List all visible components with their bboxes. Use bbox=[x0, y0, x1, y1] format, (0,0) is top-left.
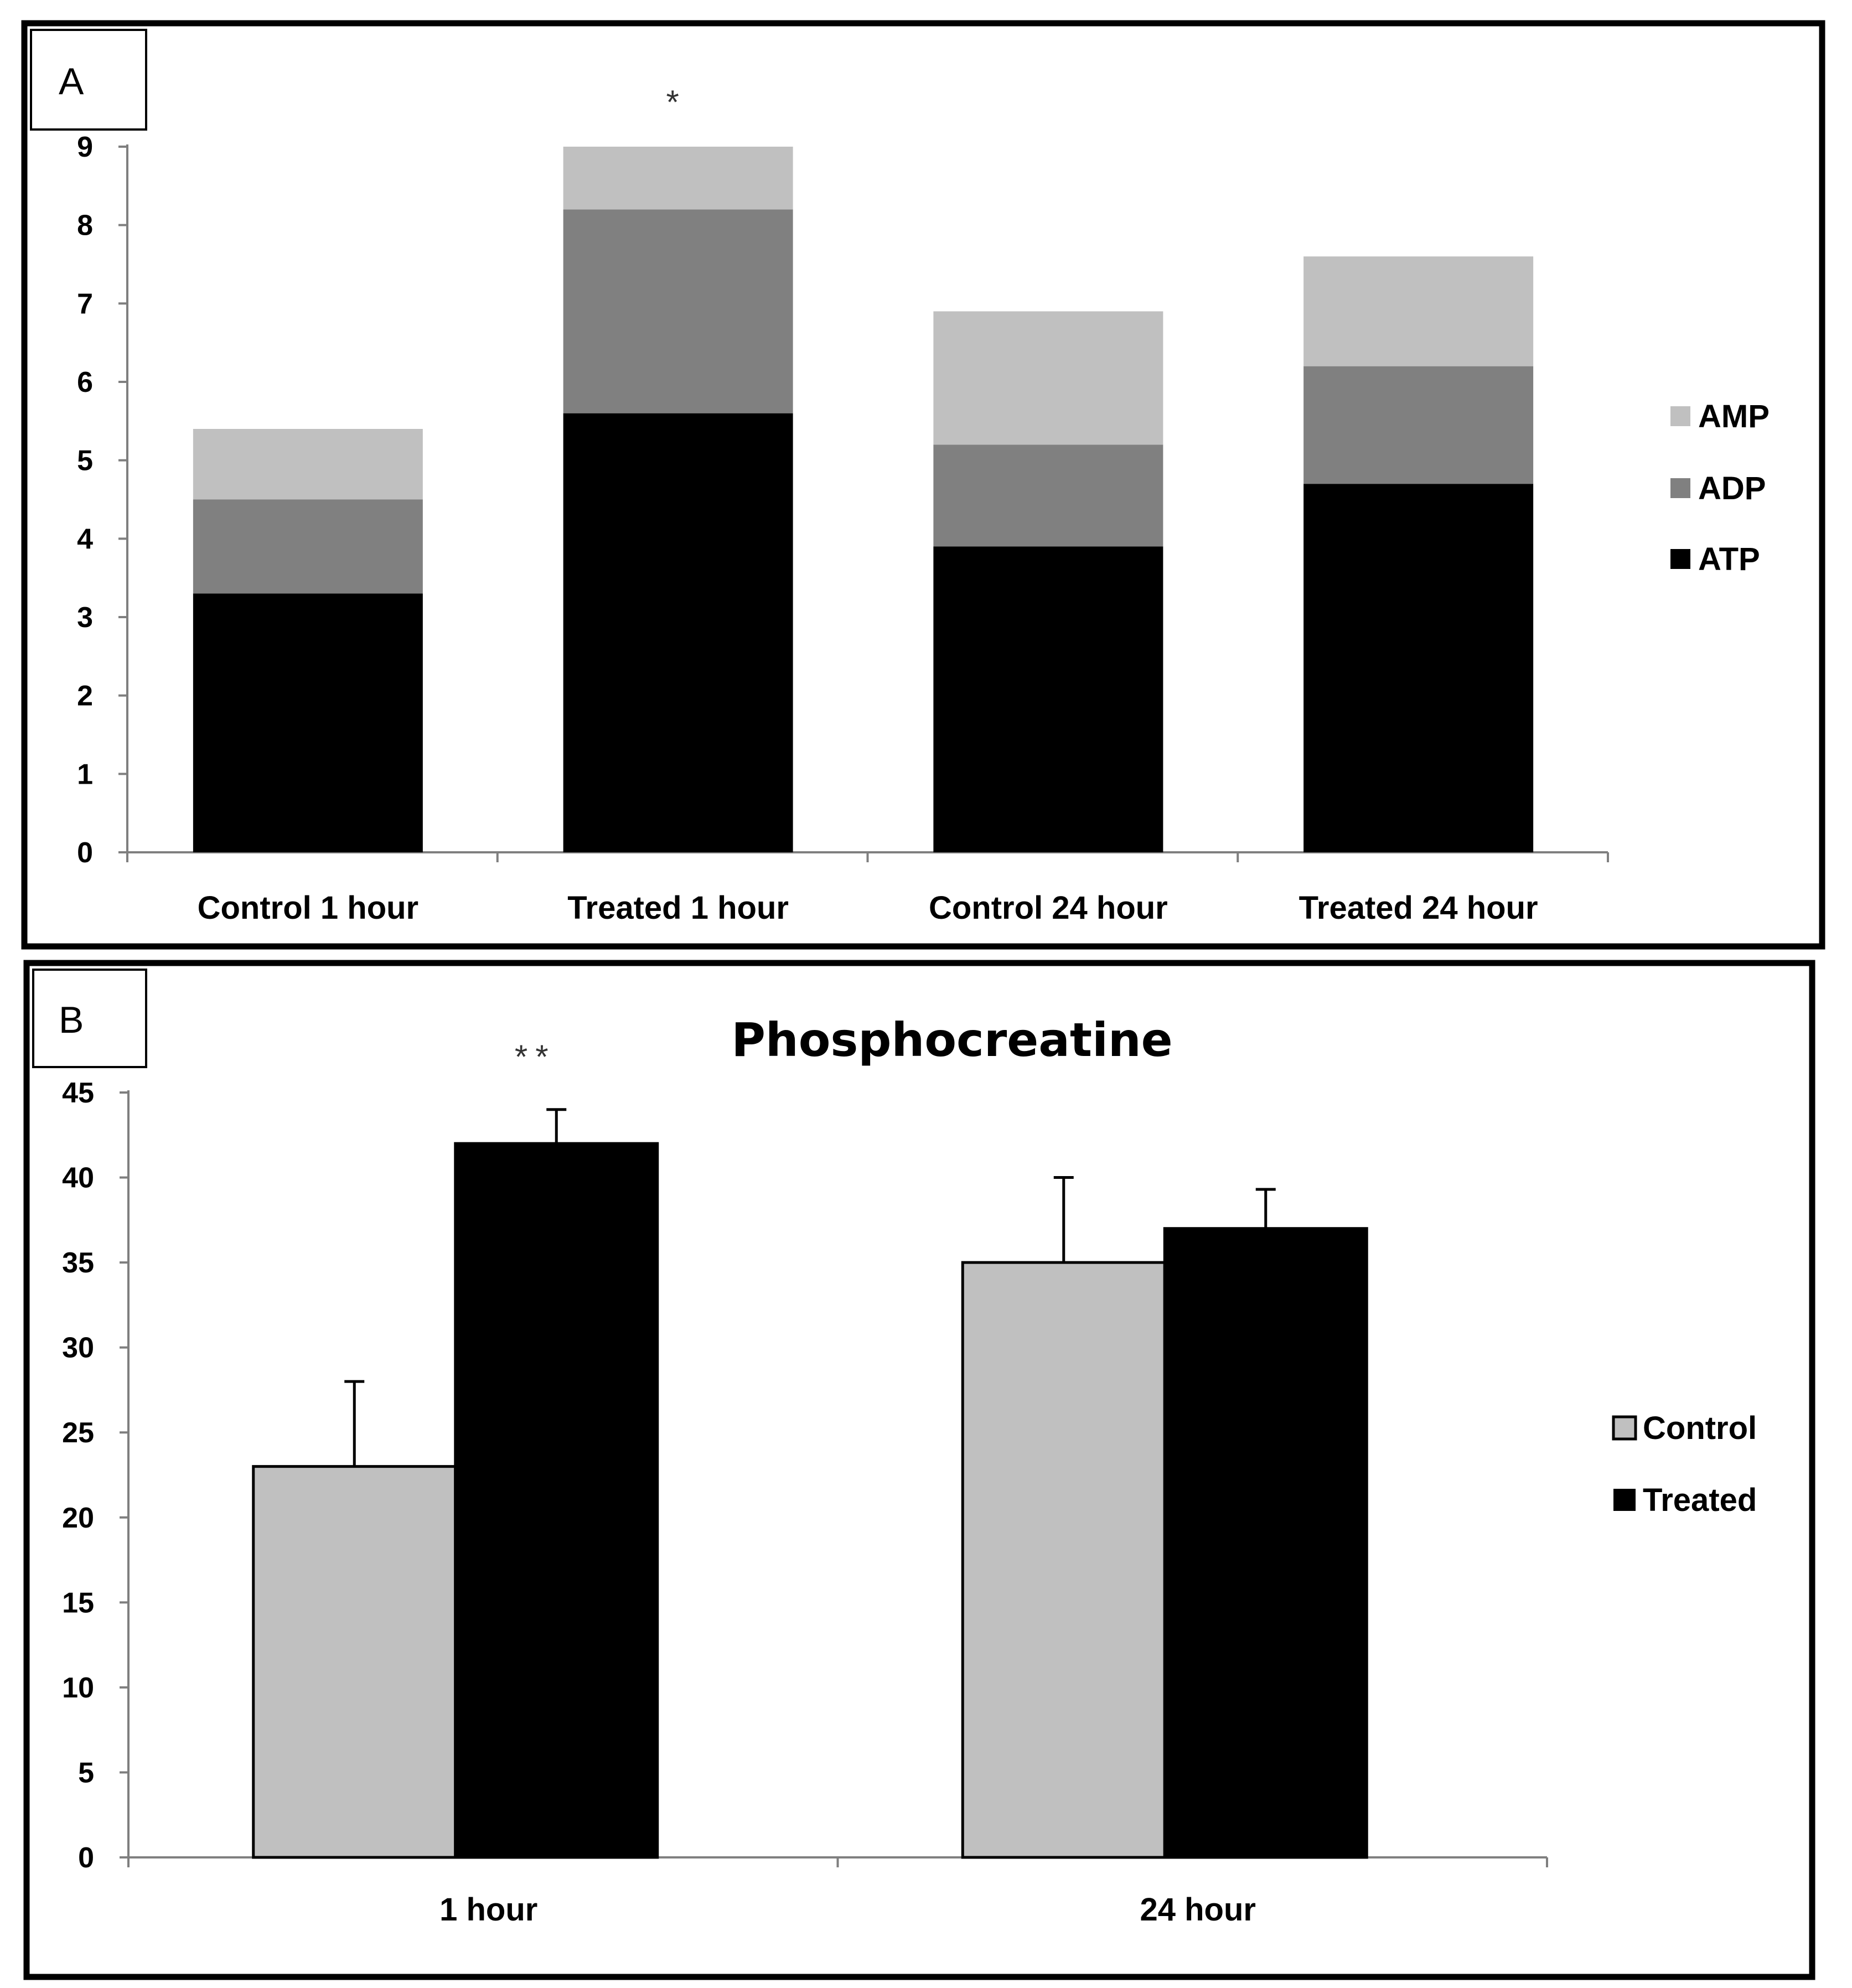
bar-adp-treated-1-hour bbox=[563, 209, 793, 413]
x-category-label: Control 1 hour bbox=[198, 890, 419, 926]
y-tick-label: 4 bbox=[77, 523, 93, 555]
panel-b-label: B bbox=[59, 999, 84, 1041]
panel-a-label: A bbox=[59, 60, 84, 102]
bar-control-1-hour bbox=[252, 1465, 457, 1859]
y-tick-label: 6 bbox=[77, 366, 93, 398]
legend-swatch-control bbox=[1612, 1415, 1637, 1441]
legend-swatch-treated bbox=[1613, 1489, 1636, 1511]
bar-amp-control-24-hour bbox=[933, 311, 1163, 445]
panel-b: B Phosphocreatine 0 5 10 15 20 25 30 35 40 45 1 h… bbox=[23, 960, 1815, 1980]
bar-adp-control-1-hour bbox=[193, 499, 423, 594]
y-tick-label: 35 bbox=[62, 1247, 94, 1279]
panel-b-legend: Control Treated bbox=[1612, 1410, 1757, 1518]
x-category-label: Control 24 hour bbox=[929, 890, 1168, 926]
legend-label-control: Control bbox=[1643, 1410, 1757, 1446]
legend-label-adp: ADP bbox=[1698, 470, 1766, 506]
bar-atp-treated-1-hour bbox=[563, 413, 793, 852]
y-tick-label: 10 bbox=[62, 1672, 94, 1704]
panel-b-bars bbox=[252, 1108, 1368, 1859]
panel-a: A 0 1 2 3 4 5 6 7 8 9 Control 1 hour Treated 1 hou… bbox=[21, 20, 1825, 950]
panel-b-y-axis: 0 5 10 15 20 25 30 35 40 45 bbox=[62, 1077, 130, 1874]
panel-b-title: Phosphocreatine bbox=[731, 1013, 1172, 1067]
bar-treated-24-hour bbox=[1163, 1227, 1368, 1859]
panel-a-legend: AMP ADP ATP bbox=[1670, 398, 1770, 577]
legend-swatch-atp bbox=[1670, 549, 1690, 569]
panel-a-bars bbox=[193, 147, 1534, 852]
bar-atp-control-1-hour bbox=[193, 593, 423, 852]
x-category-label: 24 hour bbox=[1140, 1892, 1256, 1928]
bar-adp-treated-24-hour bbox=[1303, 366, 1534, 484]
bar-amp-treated-1-hour bbox=[563, 147, 793, 210]
y-tick-label: 15 bbox=[62, 1587, 94, 1619]
bar-amp-treated-24-hour bbox=[1303, 256, 1534, 366]
legend-label-atp: ATP bbox=[1698, 541, 1760, 577]
legend-swatch-amp bbox=[1670, 406, 1690, 426]
panel-a-y-axis: 0 1 2 3 4 5 6 7 8 9 bbox=[77, 131, 128, 869]
bar-treated-1-hour bbox=[454, 1142, 659, 1859]
panel-b-label-box bbox=[32, 969, 147, 1068]
legend-swatch-adp bbox=[1670, 478, 1690, 498]
y-tick-label: 20 bbox=[62, 1502, 94, 1534]
y-tick-label: 5 bbox=[77, 445, 93, 477]
bar-control-24-hour bbox=[961, 1261, 1166, 1859]
y-tick-label: 1 bbox=[77, 758, 93, 790]
bar-adp-control-24-hour bbox=[933, 444, 1163, 547]
bar-atp-treated-24-hour bbox=[1303, 484, 1534, 852]
panel-a-label-box bbox=[30, 29, 147, 131]
legend-label-amp: AMP bbox=[1698, 398, 1770, 434]
y-tick-label: 45 bbox=[62, 1077, 94, 1109]
bar-amp-control-1-hour bbox=[193, 429, 423, 500]
y-tick-label: 9 bbox=[77, 131, 93, 163]
panel-a-significance-marker: * bbox=[666, 84, 679, 121]
x-category-label: Treated 24 hour bbox=[1299, 890, 1538, 926]
legend-label-treated: Treated bbox=[1643, 1482, 1757, 1518]
y-tick-label: 0 bbox=[78, 1842, 94, 1874]
y-tick-label: 3 bbox=[77, 602, 93, 634]
y-tick-label: 5 bbox=[78, 1757, 94, 1789]
x-category-label: Treated 1 hour bbox=[567, 890, 789, 926]
y-tick-label: 30 bbox=[62, 1332, 94, 1364]
y-tick-label: 8 bbox=[77, 210, 93, 242]
x-category-label: 1 hour bbox=[439, 1892, 537, 1928]
y-tick-label: 25 bbox=[62, 1417, 94, 1449]
bar-atp-control-24-hour bbox=[933, 546, 1163, 852]
panel-a-x-axis: Control 1 hour Treated 1 hour Control 24 h… bbox=[126, 851, 1609, 926]
y-tick-label: 0 bbox=[77, 837, 93, 869]
y-tick-label: 40 bbox=[62, 1162, 94, 1194]
panel-b-significance-marker: ** bbox=[515, 1038, 556, 1075]
y-tick-label: 7 bbox=[77, 288, 93, 320]
y-tick-label: 2 bbox=[77, 680, 93, 712]
